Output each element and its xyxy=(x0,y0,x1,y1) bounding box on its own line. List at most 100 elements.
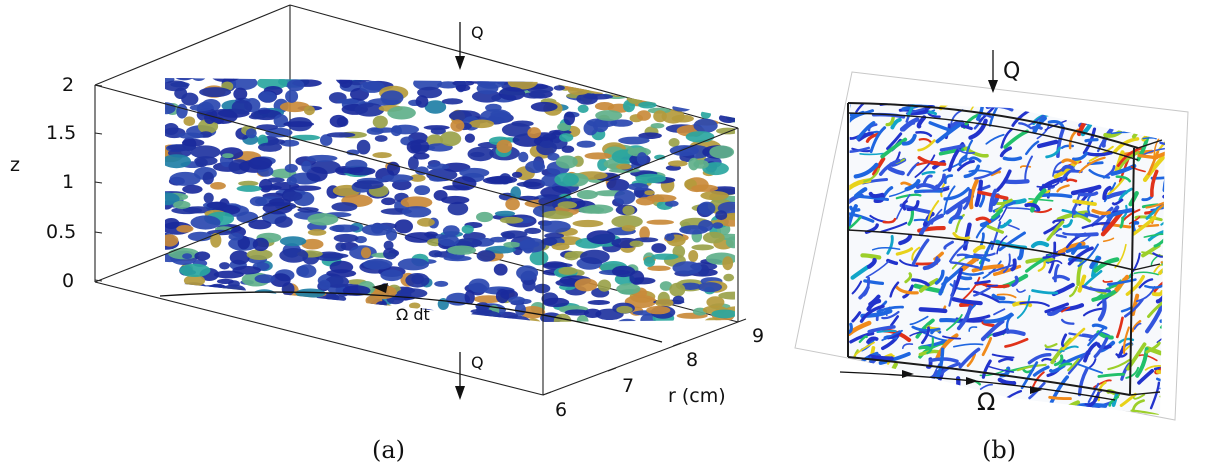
vortex-blob xyxy=(611,215,643,229)
vortex-tube xyxy=(957,88,960,100)
vortex-tube xyxy=(880,221,908,233)
vortex-blob xyxy=(183,274,206,287)
vortex-blob xyxy=(165,192,180,206)
vortex-blob xyxy=(576,140,596,148)
vortex-tube xyxy=(1018,122,1032,130)
vortex-tube xyxy=(859,304,885,323)
vortex-tube xyxy=(966,353,976,367)
vortex-blob xyxy=(577,104,589,114)
vortex-blob xyxy=(695,78,725,82)
vortex-blob xyxy=(232,265,261,275)
vortex-blob xyxy=(616,305,633,314)
vortex-blob xyxy=(297,207,319,213)
vortex-blob xyxy=(518,151,529,163)
vortex-tube xyxy=(910,108,929,116)
vortex-tube xyxy=(959,413,984,415)
vortex-blob xyxy=(557,201,577,209)
vortex-tube xyxy=(885,115,895,127)
vortex-tube xyxy=(907,377,925,388)
vortex-blob xyxy=(629,240,644,248)
vortex-tube xyxy=(1128,216,1141,225)
vortex-blob xyxy=(575,78,599,83)
vortex-tube xyxy=(857,131,874,142)
vortex-blob xyxy=(434,280,449,287)
vortex-blob xyxy=(336,98,359,105)
vortex-blob xyxy=(222,153,234,159)
vortex-tube xyxy=(1108,395,1119,407)
vortex-blob xyxy=(467,316,492,322)
vortex-tube xyxy=(949,241,969,263)
vortex-tube xyxy=(1007,207,1038,212)
vortex-tube xyxy=(1113,137,1140,154)
vortex-tube xyxy=(968,156,982,163)
vortex-tube xyxy=(1115,316,1124,339)
vortex-tube xyxy=(998,231,1026,252)
vortex-blob xyxy=(428,250,443,258)
vortex-tube xyxy=(1045,146,1062,159)
vortex-tube xyxy=(1159,377,1165,390)
vortex-tube xyxy=(1032,208,1053,214)
vortex-tube xyxy=(1151,289,1165,297)
flow-arrow-top-a xyxy=(455,22,465,70)
vortex-blob xyxy=(282,191,303,201)
vortex-tube xyxy=(1131,319,1142,333)
vortex-blob xyxy=(229,250,250,265)
vortex-blob xyxy=(651,243,667,253)
vortex-tube xyxy=(866,298,882,312)
vortex-blob xyxy=(329,114,348,128)
vortex-tube xyxy=(996,235,1008,255)
vortex-blob xyxy=(325,275,349,288)
vortex-tube xyxy=(859,152,885,156)
vortex-blob xyxy=(592,118,609,133)
vortex-tube xyxy=(1153,264,1162,273)
vortex-tube xyxy=(971,264,1004,273)
vortex-tube xyxy=(1011,275,1019,287)
vortex-blob xyxy=(464,290,475,305)
vortex-tube xyxy=(1119,392,1137,407)
vortex-blob xyxy=(718,291,735,300)
vortex-tube xyxy=(1016,363,1047,372)
vortex-tube xyxy=(902,417,920,425)
vortex-blob xyxy=(256,78,288,90)
vortex-blob xyxy=(405,273,430,288)
vortex-tube xyxy=(1002,156,1023,162)
vortex-blob xyxy=(704,317,722,322)
vortex-blob xyxy=(329,224,360,233)
vortex-tube xyxy=(908,381,915,397)
vortex-tube xyxy=(1073,214,1092,223)
vortex-blob xyxy=(216,278,234,284)
vortex-blob xyxy=(233,87,248,101)
vortex-tube xyxy=(1071,242,1082,255)
vortex-blob xyxy=(584,152,612,160)
vortex-tube xyxy=(911,238,930,266)
vortex-blob xyxy=(578,206,605,214)
vortex-blob xyxy=(335,167,364,174)
vortex-tube xyxy=(1071,203,1078,215)
vortex-blob xyxy=(490,110,509,118)
vortex-tube xyxy=(1060,333,1068,348)
vortex-tube xyxy=(888,187,911,198)
vortex-blob xyxy=(307,213,339,226)
vortex-tube xyxy=(979,240,994,271)
vortex-blob xyxy=(182,184,203,194)
vortex-tube xyxy=(949,396,969,411)
vortex-tube xyxy=(1036,125,1050,140)
vortex-blob xyxy=(453,317,483,322)
vortex-tube xyxy=(1102,237,1115,243)
vortex-tube xyxy=(894,381,907,413)
vortex-blob xyxy=(500,315,531,322)
vortex-tube xyxy=(896,405,926,413)
vortex-tube xyxy=(1083,270,1103,287)
vortex-blob xyxy=(353,180,384,190)
vortex-tube xyxy=(886,132,903,151)
vortex-tube xyxy=(1142,137,1157,140)
vortex-blob xyxy=(725,236,735,249)
vortex-blob xyxy=(511,171,523,178)
vortex-blob xyxy=(381,197,396,206)
vortex-blob xyxy=(723,273,735,282)
vortex-tube xyxy=(882,217,897,224)
vortex-blob xyxy=(442,185,470,191)
vortex-blob xyxy=(516,265,539,281)
vortex-blob xyxy=(204,112,216,124)
vortex-blob xyxy=(542,210,574,220)
